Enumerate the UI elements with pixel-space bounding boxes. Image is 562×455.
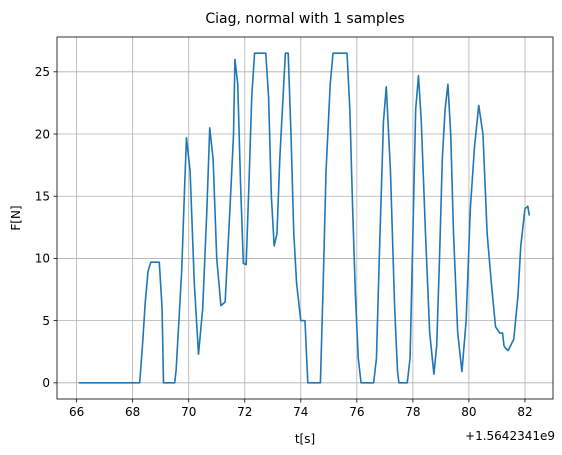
x-tick-label: 76 (349, 405, 364, 419)
x-tick-label: 70 (181, 405, 196, 419)
ticks: 66 68 70 72 74 76 78 80 82 0 5 10 15 20 25 (35, 65, 533, 419)
x-tick-label: 80 (461, 405, 476, 419)
x-tick-label: 78 (405, 405, 420, 419)
x-tick-label: 68 (125, 405, 140, 419)
grid (57, 37, 553, 399)
y-tick-label: 25 (35, 65, 50, 79)
plot-frame (56, 36, 554, 400)
y-tick-label: 0 (42, 376, 50, 390)
series-layer (78, 52, 530, 384)
x-axis-offset-label: +1.5642341e9 (465, 429, 555, 443)
y-tick-label: 5 (42, 314, 50, 328)
x-tick-label: 74 (293, 405, 308, 419)
series-line (78, 52, 530, 384)
y-axis-label: F[N] (9, 205, 23, 230)
x-tick-label: 66 (69, 405, 84, 419)
y-tick-label: 20 (35, 127, 50, 141)
x-axis-label: t[s] (295, 432, 315, 446)
x-tick-label: 72 (237, 405, 252, 419)
y-tick-label: 10 (35, 252, 50, 266)
x-tick-label: 82 (517, 405, 532, 419)
y-tick-label: 15 (35, 190, 50, 204)
chart-title: Ciag, normal with 1 samples (205, 11, 404, 27)
